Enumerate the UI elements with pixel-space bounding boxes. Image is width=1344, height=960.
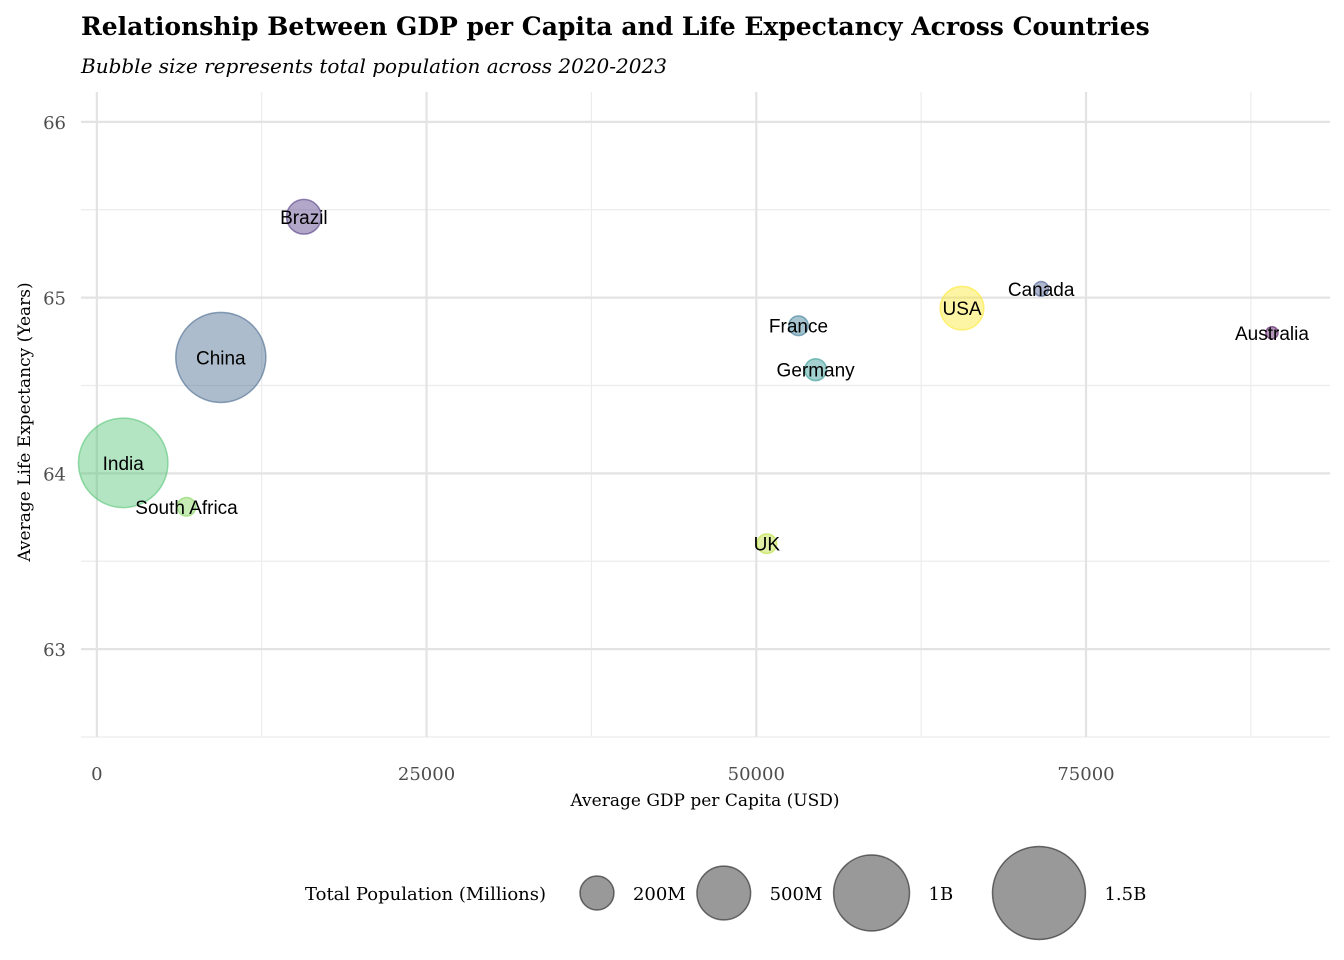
grid	[81, 92, 1330, 738]
bubble-label-layer: Brazil China India South Africa UK France Germ…	[103, 208, 1310, 556]
size-legend: Total Population (Millions) 200M 500M 1B 1.…	[305, 845, 1146, 941]
bubble-brazil	[285, 198, 323, 235]
bubble-india	[77, 417, 169, 509]
x-tick-label: 50000	[728, 764, 785, 785]
legend-label: 1B	[929, 884, 954, 905]
legend-key-1b	[832, 854, 911, 932]
legend-key-500m	[696, 865, 752, 921]
bubble-label-india: India	[103, 454, 145, 475]
legend-label: 1.5B	[1104, 884, 1146, 905]
bubble-france	[787, 315, 810, 337]
bubble-usa	[939, 285, 985, 331]
x-axis-title: Average GDP per Capita (USD)	[569, 791, 839, 811]
axis-ticks: 0 25000 50000 75000 63 64 65 66	[43, 113, 1115, 785]
bubble-label-canada: Canada	[1008, 280, 1075, 301]
chart-subtitle: Bubble size represents total population …	[80, 54, 667, 78]
x-tick-label: 25000	[398, 764, 455, 785]
y-tick-label: 64	[43, 464, 66, 485]
x-tick-label: 75000	[1057, 764, 1114, 785]
legend-key-200m	[579, 875, 615, 911]
bubble-label-uk: UK	[754, 535, 781, 556]
bubble-label-australia: Australia	[1235, 324, 1309, 345]
y-tick-label: 65	[43, 289, 66, 310]
bubble-uk	[756, 533, 778, 555]
legend-key-1-5b	[991, 845, 1087, 941]
legend-label: 500M	[770, 884, 823, 905]
bubble-label-brazil: Brazil	[280, 208, 328, 229]
bubble-australia	[1265, 325, 1279, 340]
bubble-label-usa: USA	[942, 299, 981, 320]
bubble-canada	[1033, 280, 1050, 297]
y-axis-title: Average Life Expectancy (Years)	[15, 282, 35, 562]
bubble-label-germany: Germany	[777, 361, 856, 382]
chart-title: Relationship Between GDP per Capita and …	[81, 12, 1150, 41]
bubble-label-france: France	[769, 317, 828, 338]
bubble-label-south-africa: South Africa	[135, 498, 238, 519]
y-tick-label: 63	[43, 640, 66, 661]
bubble-south-africa	[176, 496, 197, 517]
bubble-layer	[77, 198, 1279, 555]
x-tick-label: 0	[91, 764, 102, 785]
legend-title: Total Population (Millions)	[305, 884, 546, 905]
y-tick-label: 66	[43, 113, 66, 134]
bubble-label-china: China	[196, 348, 246, 369]
bubble-germany	[803, 358, 828, 382]
legend-label: 200M	[633, 884, 686, 905]
bubble-china	[174, 311, 267, 404]
